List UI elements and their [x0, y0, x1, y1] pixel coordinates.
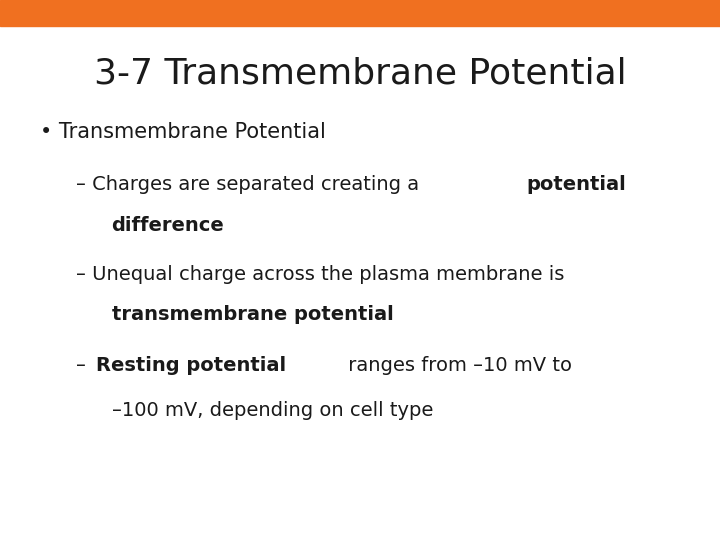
Text: –: – [76, 356, 91, 375]
Text: ranges from –10 mV to: ranges from –10 mV to [342, 356, 572, 375]
Text: • Transmembrane Potential: • Transmembrane Potential [40, 122, 325, 141]
Text: Resting potential: Resting potential [96, 356, 287, 375]
Text: difference: difference [112, 216, 225, 235]
Text: 3-7 Transmembrane Potential: 3-7 Transmembrane Potential [94, 57, 626, 91]
Text: transmembrane potential: transmembrane potential [112, 305, 393, 324]
Text: – Charges are separated creating a: – Charges are separated creating a [76, 176, 425, 194]
Text: potential: potential [526, 176, 626, 194]
Text: – Unequal charge across the plasma membrane is: – Unequal charge across the plasma membr… [76, 265, 564, 284]
Text: –100 mV, depending on cell type: –100 mV, depending on cell type [112, 401, 433, 420]
